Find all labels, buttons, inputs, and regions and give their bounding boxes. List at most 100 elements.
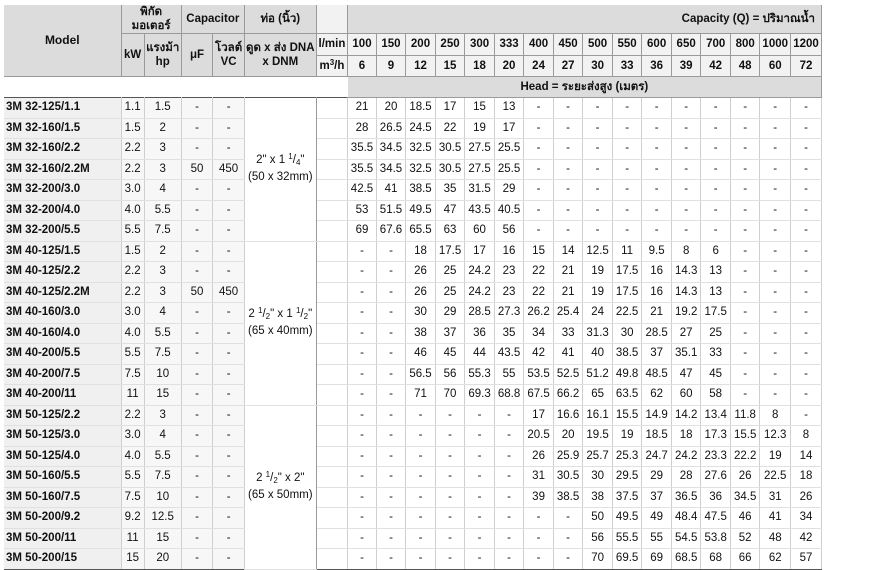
- table-row: 3M 32-160/2.2M 2.2 3 50 450 35.5 34.5 32.5 30.5 2…: [4, 159, 822, 180]
- uf-cell: -: [181, 364, 214, 385]
- hp-cell: 2: [144, 240, 182, 262]
- vc-cell: -: [212, 364, 245, 385]
- head-value-cell: -: [641, 118, 672, 139]
- flow-blank-cell: [316, 466, 349, 488]
- head-value-cell: 23: [494, 282, 525, 303]
- head-value-cell: 24.2: [464, 282, 495, 303]
- head-value-cell: 24.2: [671, 446, 702, 467]
- head-value-cell: 70: [582, 548, 613, 570]
- head-value-cell: 24.5: [405, 118, 436, 139]
- head-value-cell: 11.8: [730, 404, 761, 426]
- head-value-cell: 35.5: [347, 159, 377, 180]
- head-value-cell: 37.5: [612, 487, 643, 508]
- kw-cell: 4.0: [121, 323, 145, 344]
- head-value-cell: -: [671, 159, 702, 180]
- head-value-cell: -: [553, 200, 584, 221]
- head-value-cell: 53.5: [523, 364, 554, 385]
- spacer-cell: [4, 77, 348, 98]
- head-value-cell: -: [641, 220, 672, 242]
- uf-cell: -: [181, 200, 214, 221]
- hp-cell: 5.5: [144, 323, 182, 344]
- head-value-cell: 49.5: [405, 200, 436, 221]
- head-value-cell: 26: [790, 487, 822, 508]
- head-value-cell: 25.5: [494, 138, 525, 160]
- head-value-cell: 45: [435, 343, 466, 365]
- kw-cell: 2.2: [121, 261, 145, 283]
- head-value-cell: 13: [494, 97, 525, 119]
- head-value-cell: -: [435, 466, 466, 488]
- head-value-cell: 39: [523, 487, 554, 508]
- head-value-cell: -: [553, 548, 584, 570]
- hp-cell: 15: [144, 528, 182, 549]
- head-value-cell: 24.7: [641, 446, 672, 467]
- head-value-cell: -: [759, 343, 792, 365]
- head-value-cell: 21: [553, 261, 584, 283]
- head-value-cell: 17.3: [700, 425, 731, 447]
- head-value-cell: 17.5: [612, 282, 643, 303]
- head-value-cell: -: [494, 404, 525, 426]
- uf-cell: -: [181, 487, 214, 508]
- head-value-cell: 71: [405, 384, 436, 406]
- hp-cell: 4: [144, 425, 182, 447]
- head-value-cell: -: [405, 425, 436, 447]
- head-value-cell: -: [582, 159, 613, 180]
- model-cell: 3M 50-125/3.0: [4, 425, 122, 447]
- head-value-cell: 26: [405, 261, 436, 283]
- flow-blank-cell: [316, 404, 349, 426]
- head-value-cell: 33: [700, 343, 731, 365]
- vc-cell: -: [212, 487, 245, 508]
- head-value-cell: 20: [376, 97, 407, 119]
- head-value-cell: -: [376, 240, 407, 262]
- hp-cell: 5.5: [144, 200, 182, 221]
- head-value-cell: 58: [700, 384, 731, 406]
- head-value-cell: -: [435, 548, 466, 570]
- model-cell: 3M 40-125/2.2M: [4, 282, 122, 303]
- head-value-cell: 12.5: [582, 240, 613, 262]
- head-value-cell: -: [523, 118, 554, 139]
- pipe-size-inches: 2 1/2" x 1 1/2": [248, 306, 313, 321]
- head-value-cell: -: [759, 384, 792, 406]
- kw-cell: 1.5: [121, 118, 145, 139]
- head-value-cell: 18: [671, 425, 702, 447]
- flow-lmin-header: 450: [553, 33, 584, 56]
- head-value-cell: -: [376, 364, 407, 385]
- head-value-cell: -: [790, 384, 822, 406]
- head-value-cell: 41: [553, 343, 584, 365]
- head-value-cell: -: [347, 302, 377, 324]
- head-value-cell: -: [523, 159, 554, 180]
- head-value-cell: -: [376, 528, 407, 549]
- flow-lmin-header: 1200: [790, 33, 822, 56]
- head-value-cell: -: [494, 446, 525, 467]
- uf-cell: -: [181, 548, 214, 570]
- table-row: 3M 40-160/3.0 3.0 4- - - -30 29 28.5 27.3 26.2 25.…: [4, 302, 822, 324]
- head-value-cell: 65.5: [405, 220, 436, 242]
- table-row: 3M 50-160/7.5 7.5 10- - - - - - - -39 38.5 38 37.5 37…: [4, 487, 822, 508]
- head-value-cell: 13: [700, 261, 731, 283]
- head-value-cell: -: [435, 425, 466, 447]
- head-value-cell: 30.5: [553, 466, 584, 488]
- flow-m3h-header: 72: [790, 55, 822, 77]
- head-value-cell: -: [641, 159, 672, 180]
- hp-cell: 4: [144, 179, 182, 201]
- uf-cell: -: [181, 446, 214, 467]
- uf-cell: -: [181, 507, 214, 529]
- head-value-cell: 49.5: [612, 507, 643, 529]
- head-value-cell: 40.5: [494, 200, 525, 221]
- table-row: 3M 32-200/5.5 5.5 7.5- -69 67.6 65.5 63 60 56- - -…: [4, 220, 822, 242]
- flow-m3h-header: 24: [523, 55, 554, 77]
- head-value-cell: 26: [405, 282, 436, 303]
- head-value-cell: 69: [347, 220, 377, 242]
- head-value-cell: -: [700, 179, 731, 201]
- uf-cell: -: [181, 302, 214, 324]
- vc-cell: 450: [212, 282, 245, 303]
- flow-lmin-header: 800: [730, 33, 761, 56]
- flow-blank-cell: [316, 364, 349, 385]
- head-value-cell: -: [759, 159, 792, 180]
- head-value-cell: 24.2: [464, 261, 495, 283]
- head-value-cell: -: [759, 200, 792, 221]
- table-row: 3M 50-200/9.2 9.2 12.5- - - - - - - - - -50 49.5 49 48…: [4, 507, 822, 529]
- head-value-cell: 18: [790, 466, 822, 488]
- head-value-cell: 14.3: [671, 282, 702, 303]
- head-value-cell: 15: [523, 240, 554, 262]
- flow-blank-cell: [316, 302, 349, 324]
